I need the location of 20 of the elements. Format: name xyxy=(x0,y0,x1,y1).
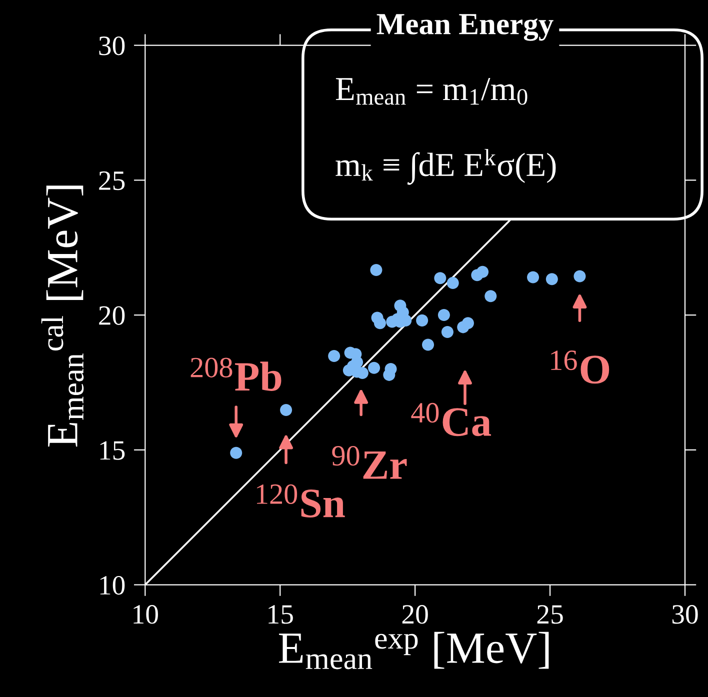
annotation: $^{40}$Ca xyxy=(411,402,492,436)
y-tick-label: 10 xyxy=(100,576,125,595)
y-axis-title: E$_{mean}$$^{cal}$ [MeV] xyxy=(41,186,84,447)
annotation: $^{120}$Sn xyxy=(256,484,345,518)
annotation: $^{90}$Zr xyxy=(332,446,407,479)
annotation: m$_{k}$ ≡ ∫dE E$^{k}$σ(E) xyxy=(336,149,556,185)
y-tick-label: 25 xyxy=(99,171,125,190)
y-tick-label: 20 xyxy=(99,306,125,325)
y-tick-label: 15 xyxy=(100,441,125,460)
y-tick-label: 30 xyxy=(99,36,125,56)
x-tick-label: 30 xyxy=(672,605,698,624)
x-tick-label: 25 xyxy=(537,605,563,624)
annotation: $^{208}$Pb xyxy=(190,358,282,391)
text: Mean Energy xyxy=(376,14,554,41)
x-tick-label: 20 xyxy=(402,605,428,624)
annotation: E$_{mean}$ = m$_{1}$/m$_{0}$ xyxy=(336,78,528,105)
x-tick-label: 15 xyxy=(268,605,293,624)
x-axis-title: E$_{mean}$$^{exp}$ [MeV] xyxy=(279,632,549,670)
annotation: $^{16}$O xyxy=(551,350,610,384)
x-tick-label: 10 xyxy=(134,605,158,624)
